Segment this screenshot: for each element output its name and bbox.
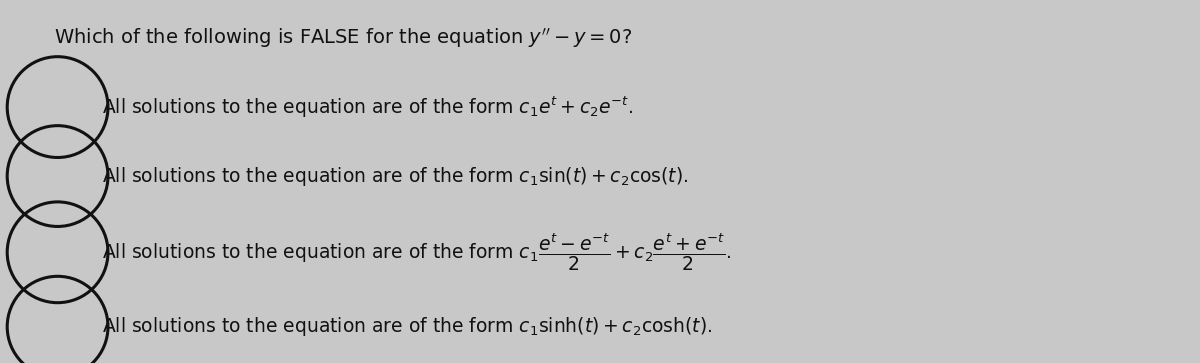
Text: Which of the following is FALSE for the equation $y'' - y = 0$?: Which of the following is FALSE for the … bbox=[54, 26, 632, 50]
Text: All solutions to the equation are of the form $c_1 \dfrac{e^t - e^{-t}}{2} + c_2: All solutions to the equation are of the… bbox=[102, 232, 731, 273]
Text: All solutions to the equation are of the form $c_1 \sinh(t) + c_2 \cosh(t)$.: All solutions to the equation are of the… bbox=[102, 315, 713, 338]
Text: All solutions to the equation are of the form $c_1 e^t + c_2 e^{-t}$.: All solutions to the equation are of the… bbox=[102, 94, 634, 120]
Text: All solutions to the equation are of the form $c_1 \sin(t) + c_2 \cos(t)$.: All solutions to the equation are of the… bbox=[102, 164, 689, 188]
